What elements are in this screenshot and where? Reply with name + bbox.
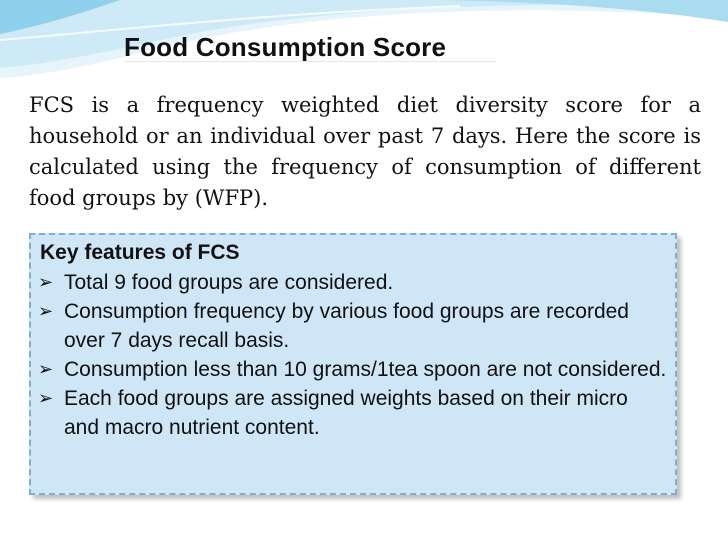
list-item-text: Each food groups are assigned weights ba… xyxy=(64,387,628,439)
list-item: ➢ Each food groups are assigned weights … xyxy=(38,384,668,442)
title-underline xyxy=(124,61,496,62)
arrow-bullet-icon: ➢ xyxy=(38,388,54,408)
list-item: ➢ Total 9 food groups are considered. xyxy=(38,268,668,297)
list-item-text: Total 9 food groups are considered. xyxy=(64,271,394,294)
arrow-bullet-icon: ➢ xyxy=(38,301,54,321)
list-item: ➢ Consumption less than 10 grams/1tea sp… xyxy=(38,355,668,384)
arrow-bullet-icon: ➢ xyxy=(38,359,54,379)
header-wave-decoration xyxy=(0,0,728,78)
list-item-text: Consumption frequency by various food gr… xyxy=(64,300,629,352)
arrow-bullet-icon: ➢ xyxy=(38,272,54,292)
list-item-text: Consumption less than 10 grams/1tea spoo… xyxy=(64,358,667,381)
slide-title: Food Consumption Score xyxy=(124,32,447,62)
key-features-list: ➢ Total 9 food groups are considered. ➢ … xyxy=(38,268,668,442)
list-item: ➢ Consumption frequency by various food … xyxy=(38,297,668,355)
key-features-heading: Key features of FCS xyxy=(40,241,240,264)
intro-paragraph: FCS is a frequency weighted diet diversi… xyxy=(29,93,701,210)
key-features-box: Key features of FCS ➢ Total 9 food group… xyxy=(29,233,677,495)
